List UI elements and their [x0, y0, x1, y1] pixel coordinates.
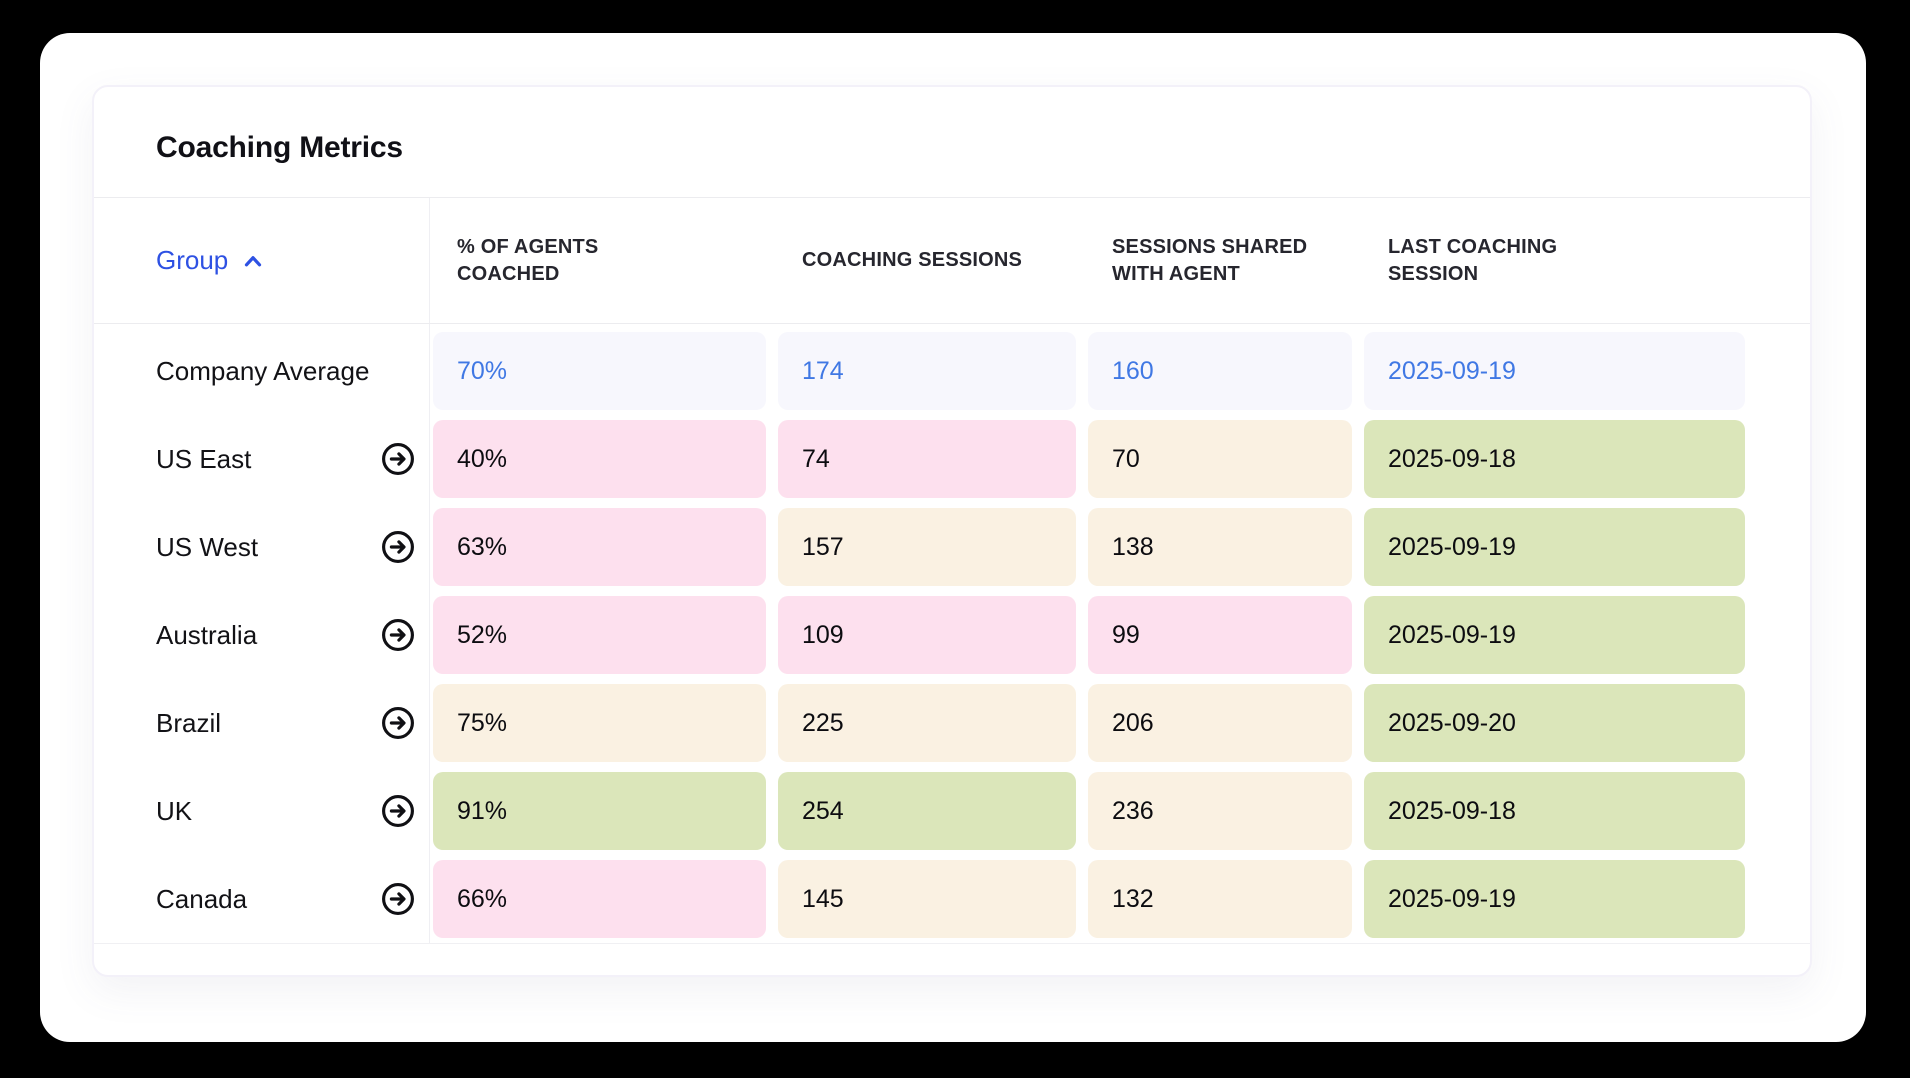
- group-cell: US West: [94, 503, 433, 591]
- group-label: US West: [156, 531, 259, 562]
- arrow-right-circle-icon: [382, 707, 414, 739]
- metric-cell: 236: [1088, 772, 1352, 850]
- metric-cell: 109: [778, 596, 1076, 674]
- metric-cell: 2025-09-20: [1364, 684, 1745, 762]
- metric-cell: 91%: [433, 772, 766, 850]
- metric-cell: 2025-09-19: [1364, 596, 1745, 674]
- table-header-row: Group % OF AGENTS COACHED COACHING SESSI…: [94, 198, 1745, 323]
- metric-cell: 2025-09-19: [1364, 508, 1745, 586]
- arrow-right-circle-icon: [382, 883, 414, 915]
- metric-cell: 99: [1088, 596, 1352, 674]
- group-header-cell: Group: [94, 245, 433, 276]
- table-row: Brazil 75% 225 206 2025-09-20: [94, 679, 1745, 767]
- group-header-label: Group: [156, 245, 229, 275]
- header-divider: [94, 323, 1810, 324]
- metric-cell: 63%: [433, 508, 766, 586]
- column-header-last-coaching-session[interactable]: LAST COACHING SESSION: [1364, 234, 1745, 287]
- metric-cell: 52%: [433, 596, 766, 674]
- group-label: Brazil: [156, 707, 222, 738]
- group-drilldown-button[interactable]: [380, 705, 416, 741]
- group-label: UK: [156, 795, 193, 826]
- group-cell: UK: [94, 767, 433, 855]
- metric-cell: 66%: [433, 860, 766, 938]
- group-drilldown-button[interactable]: [380, 793, 416, 829]
- group-column-divider: [429, 198, 430, 943]
- metric-cell: 254: [778, 772, 1076, 850]
- group-drilldown-button[interactable]: [380, 617, 416, 653]
- coaching-metrics-card: Coaching Metrics Group % OF AGENTS COACH…: [92, 85, 1812, 977]
- metric-cell: 138: [1088, 508, 1352, 586]
- title-divider: [94, 197, 1810, 198]
- metric-cell: 75%: [433, 684, 766, 762]
- metric-cell: 206: [1088, 684, 1352, 762]
- column-header-label: LAST COACHING SESSION: [1388, 236, 1558, 285]
- table-row: Canada 66% 145 132 2025-09-19: [94, 855, 1745, 943]
- group-sort-button[interactable]: Group: [156, 245, 266, 276]
- metric-cell: 2025-09-18: [1364, 772, 1745, 850]
- metric-cell: 74: [778, 420, 1076, 498]
- table-row: Australia 52% 109 99 2025-09-19: [94, 591, 1745, 679]
- metric-cell: 70%: [433, 332, 766, 410]
- group-label: US East: [156, 443, 252, 474]
- group-drilldown-button[interactable]: [380, 881, 416, 917]
- metric-cell: 174: [778, 332, 1076, 410]
- column-header-sessions-shared[interactable]: SESSIONS SHARED WITH AGENT: [1088, 234, 1364, 287]
- column-header-label: SESSIONS SHARED WITH AGENT: [1112, 236, 1308, 285]
- table-body: Company Average 70% 174 160 2025-09-19 US Eas…: [94, 323, 1745, 943]
- metric-cell: 2025-09-19: [1364, 860, 1745, 938]
- column-header-label: % OF AGENTS COACHED: [457, 236, 599, 285]
- metric-cell: 157: [778, 508, 1076, 586]
- arrow-right-circle-icon: [382, 619, 414, 651]
- page-title: Coaching Metrics: [156, 131, 403, 164]
- group-label: Canada: [156, 883, 248, 914]
- group-cell: Brazil: [94, 679, 433, 767]
- table-bottom-divider: [94, 943, 1810, 944]
- arrow-right-circle-icon: [382, 443, 414, 475]
- group-cell: Australia: [94, 591, 433, 679]
- metric-cell: 145: [778, 860, 1076, 938]
- metric-cell: 132: [1088, 860, 1352, 938]
- group-drilldown-button[interactable]: [380, 441, 416, 477]
- group-drilldown-button[interactable]: [380, 529, 416, 565]
- table-row: UK 91% 254 236 2025-09-18: [94, 767, 1745, 855]
- group-cell: Canada: [94, 855, 433, 943]
- app-window: Coaching Metrics Group % OF AGENTS COACH…: [40, 33, 1866, 1042]
- group-label: Company Average: [156, 355, 370, 386]
- column-header-label: COACHING SESSIONS: [802, 249, 1023, 272]
- metric-cell: 2025-09-19: [1364, 332, 1745, 410]
- table-row-company-average: Company Average 70% 174 160 2025-09-19: [94, 327, 1745, 415]
- group-cell: US East: [94, 415, 433, 503]
- arrow-right-circle-icon: [382, 531, 414, 563]
- arrow-right-circle-icon: [382, 795, 414, 827]
- table-row: US West 63% 157 138 2025-09-19: [94, 503, 1745, 591]
- group-label: Australia: [156, 619, 258, 650]
- group-cell: Company Average: [94, 327, 433, 415]
- metric-cell: 70: [1088, 420, 1352, 498]
- chevron-up-icon: [245, 255, 262, 266]
- metric-cell: 160: [1088, 332, 1352, 410]
- column-header-percent-agents-coached[interactable]: % OF AGENTS COACHED: [433, 234, 778, 287]
- table-row: US East 40% 74 70 2025-09-18: [94, 415, 1745, 503]
- metric-cell: 40%: [433, 420, 766, 498]
- metric-cell: 225: [778, 684, 1076, 762]
- column-header-coaching-sessions[interactable]: COACHING SESSIONS: [778, 247, 1088, 273]
- metric-cell: 2025-09-18: [1364, 420, 1745, 498]
